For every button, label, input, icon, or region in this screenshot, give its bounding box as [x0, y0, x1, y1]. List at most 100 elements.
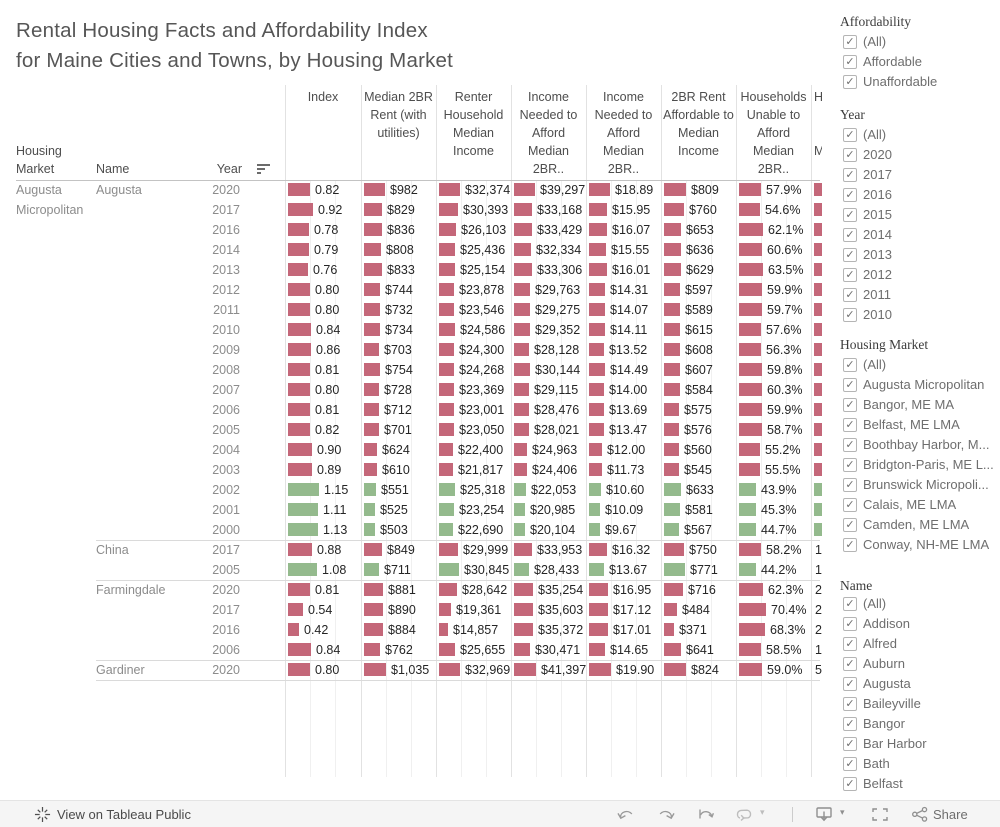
year-cell[interactable]: 2002	[212, 483, 240, 497]
column-header[interactable]: Income Needed to Afford Median 2BR..	[513, 88, 584, 178]
filter-item[interactable]: ✓ 2011	[843, 287, 1000, 303]
bar-mark[interactable]	[288, 223, 309, 236]
checkbox-checked[interactable]: ✓	[843, 478, 857, 492]
bar-mark-clipped[interactable]	[814, 343, 822, 356]
bar-mark[interactable]	[439, 383, 454, 396]
bar-mark-clipped[interactable]	[814, 283, 822, 296]
bar-mark[interactable]	[589, 383, 604, 396]
filter-item[interactable]: ✓ Auburn	[843, 656, 1000, 672]
bar-mark[interactable]	[739, 583, 763, 596]
name-cell[interactable]: Gardiner	[96, 663, 145, 677]
bar-mark[interactable]	[288, 343, 311, 356]
download-caret-icon[interactable]: ▾	[840, 807, 845, 817]
filter-item[interactable]: ✓ Alfred	[843, 636, 1000, 652]
filter-item[interactable]: ✓ Calais, ME LMA	[843, 497, 1000, 513]
bar-mark-clipped[interactable]	[814, 323, 822, 336]
bar-mark[interactable]	[664, 223, 681, 236]
column-header[interactable]: 2BR Rent Affordable to Median Income	[663, 88, 734, 160]
undo-icon[interactable]	[616, 806, 636, 822]
bar-mark[interactable]	[364, 383, 379, 396]
year-cell[interactable]: 2020	[212, 583, 240, 597]
bar-mark[interactable]	[288, 563, 317, 576]
year-cell[interactable]: 2014	[212, 243, 240, 257]
bar-mark[interactable]	[288, 383, 310, 396]
checkbox-checked[interactable]: ✓	[843, 697, 857, 711]
bar-mark[interactable]	[514, 403, 529, 416]
bar-mark-clipped[interactable]	[814, 303, 822, 316]
bar-mark[interactable]	[589, 583, 608, 596]
filter-item[interactable]: ✓ Belfast, ME LMA	[843, 417, 1000, 433]
filter-item[interactable]: ✓ Augusta Micropolitan	[843, 377, 1000, 393]
year-cell[interactable]: 2006	[212, 643, 240, 657]
bar-mark[interactable]	[288, 183, 310, 196]
bar-mark[interactable]	[589, 643, 605, 656]
filter-item[interactable]: ✓ (All)	[843, 357, 1000, 373]
bar-mark[interactable]	[288, 243, 309, 256]
bar-mark[interactable]	[364, 463, 377, 476]
name-cell[interactable]: Farmingdale	[96, 583, 166, 597]
bar-mark[interactable]	[288, 583, 310, 596]
filter-item[interactable]: ✓ Bar Harbor	[843, 736, 1000, 752]
column-header[interactable]: Renter Household Median Income	[438, 88, 509, 160]
bar-mark[interactable]	[739, 603, 766, 616]
checkbox-checked[interactable]: ✓	[843, 677, 857, 691]
year-cell[interactable]: 2013	[212, 263, 240, 277]
bar-mark[interactable]	[514, 283, 530, 296]
filter-item[interactable]: ✓ Augusta	[843, 676, 1000, 692]
bar-mark[interactable]	[589, 443, 602, 456]
name-cell[interactable]: China	[96, 543, 129, 557]
bar-mark[interactable]	[514, 223, 532, 236]
bar-mark[interactable]	[439, 543, 458, 556]
checkbox-checked[interactable]: ✓	[843, 637, 857, 651]
bar-mark[interactable]	[664, 423, 679, 436]
bar-mark[interactable]	[739, 403, 762, 416]
bar-mark-clipped[interactable]	[814, 423, 822, 436]
bar-mark[interactable]	[514, 323, 530, 336]
filter-item[interactable]: ✓ 2012	[843, 267, 1000, 283]
bar-mark[interactable]	[364, 583, 383, 596]
bar-mark[interactable]	[288, 323, 311, 336]
share-button[interactable]: Share	[933, 807, 968, 822]
bar-mark[interactable]	[739, 303, 762, 316]
bar-mark[interactable]	[739, 263, 763, 276]
bar-mark[interactable]	[514, 503, 525, 516]
bar-mark-clipped[interactable]	[814, 503, 822, 516]
bar-mark[interactable]	[439, 423, 454, 436]
bar-mark[interactable]	[439, 303, 454, 316]
bar-mark[interactable]	[739, 243, 762, 256]
name-cell[interactable]: Augusta	[96, 183, 142, 197]
filter-item[interactable]: ✓ Unaffordable	[843, 74, 1000, 90]
checkbox-checked[interactable]: ✓	[843, 308, 857, 322]
bar-mark[interactable]	[364, 283, 380, 296]
bar-mark[interactable]	[514, 203, 532, 216]
bar-mark[interactable]	[439, 283, 454, 296]
bar-mark[interactable]	[514, 643, 530, 656]
bar-mark[interactable]	[364, 603, 383, 616]
bar-mark[interactable]	[589, 363, 605, 376]
year-cell[interactable]: 2000	[212, 523, 240, 537]
bar-mark[interactable]	[739, 363, 762, 376]
filter-item[interactable]: ✓ Brunswick Micropoli...	[843, 477, 1000, 493]
column-header[interactable]: Income Needed to Afford Median 2BR..	[588, 88, 659, 178]
filter-item[interactable]: ✓ Addison	[843, 616, 1000, 632]
bar-mark[interactable]	[364, 243, 381, 256]
bar-mark[interactable]	[589, 623, 608, 636]
bar-mark-clipped[interactable]	[814, 243, 822, 256]
bar-mark[interactable]	[589, 323, 605, 336]
bar-mark[interactable]	[439, 363, 454, 376]
bar-mark[interactable]	[514, 263, 532, 276]
bar-mark[interactable]	[514, 463, 527, 476]
checkbox-checked[interactable]: ✓	[843, 75, 857, 89]
bar-mark[interactable]	[589, 503, 600, 516]
bar-mark[interactable]	[739, 283, 762, 296]
bar-mark[interactable]	[739, 643, 761, 656]
bar-mark[interactable]	[589, 523, 600, 536]
bar-mark[interactable]	[288, 603, 303, 616]
checkbox-checked[interactable]: ✓	[843, 188, 857, 202]
bar-mark[interactable]	[364, 263, 382, 276]
bar-mark[interactable]	[739, 543, 761, 556]
bar-mark[interactable]	[288, 403, 310, 416]
bar-mark[interactable]	[664, 403, 679, 416]
checkbox-checked[interactable]: ✓	[843, 128, 857, 142]
bar-mark[interactable]	[439, 523, 453, 536]
